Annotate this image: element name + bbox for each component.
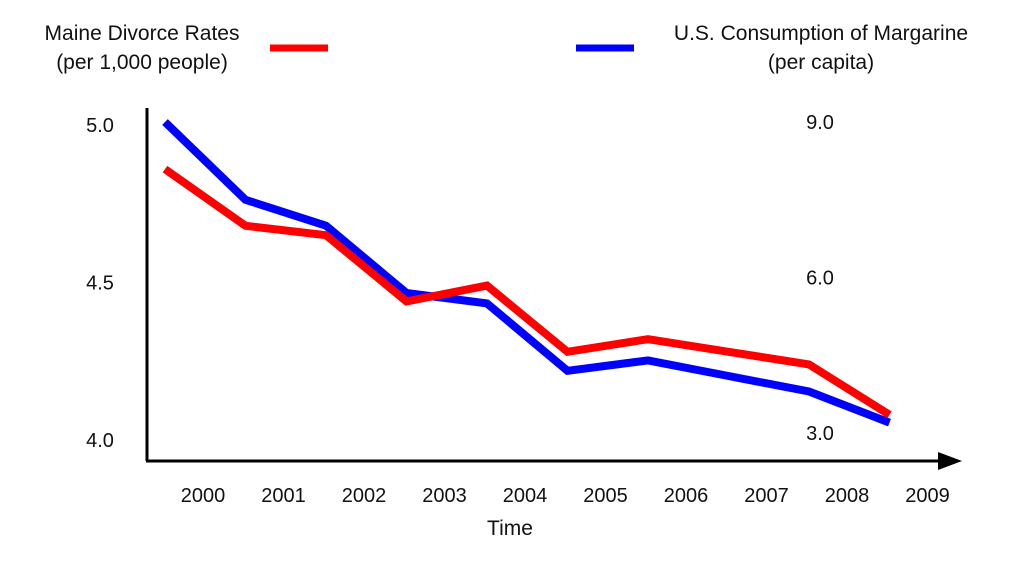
legend-left: Maine Divorce Rates (per 1,000 people) (45, 22, 328, 74)
left-axis-tick-label: 4.0 (86, 430, 114, 452)
legend-left-line2: (per 1,000 people) (56, 51, 228, 74)
x-axis-tick-label: 2006 (664, 485, 709, 507)
series-line-margarine (162, 119, 891, 427)
series-line-divorce-rates (162, 165, 892, 419)
x-axis-tick-label: 2007 (744, 485, 789, 507)
left-axis-ticks: 5.0 4.5 4.0 (86, 115, 114, 452)
legend-right-line2: (per capita) (768, 51, 874, 74)
right-axis-tick-label: 6.0 (806, 268, 834, 290)
x-axis-tick-label: 2005 (583, 485, 628, 507)
series-layer (162, 119, 892, 427)
right-axis-tick-label: 3.0 (806, 423, 834, 445)
x-axis-tick-label: 2008 (825, 485, 870, 507)
x-axis-ticks: 2000 2001 2002 2003 2004 2005 2006 2007 2008 2009 (181, 485, 950, 507)
x-axis-tick-label: 2000 (181, 485, 226, 507)
x-axis-tick-label: 2004 (503, 485, 548, 507)
x-axis-arrowhead (938, 452, 962, 470)
x-axis-tick-label: 2009 (905, 485, 950, 507)
right-axis-ticks: 9.0 6.0 3.0 (806, 112, 834, 445)
x-axis-label: Time (487, 517, 533, 540)
legend-right: U.S. Consumption of Margarine (per capit… (576, 22, 968, 74)
x-axis-tick-label: 2002 (342, 485, 387, 507)
left-axis-tick-label: 4.5 (86, 273, 114, 295)
x-axis-tick-label: 2003 (422, 485, 467, 507)
right-axis-tick-label: 9.0 (806, 112, 834, 134)
legend-left-line1: Maine Divorce Rates (45, 22, 240, 45)
legend-right-line1: U.S. Consumption of Margarine (674, 22, 968, 45)
left-axis-tick-label: 5.0 (86, 115, 114, 137)
x-axis-tick-label: 2001 (261, 485, 306, 507)
